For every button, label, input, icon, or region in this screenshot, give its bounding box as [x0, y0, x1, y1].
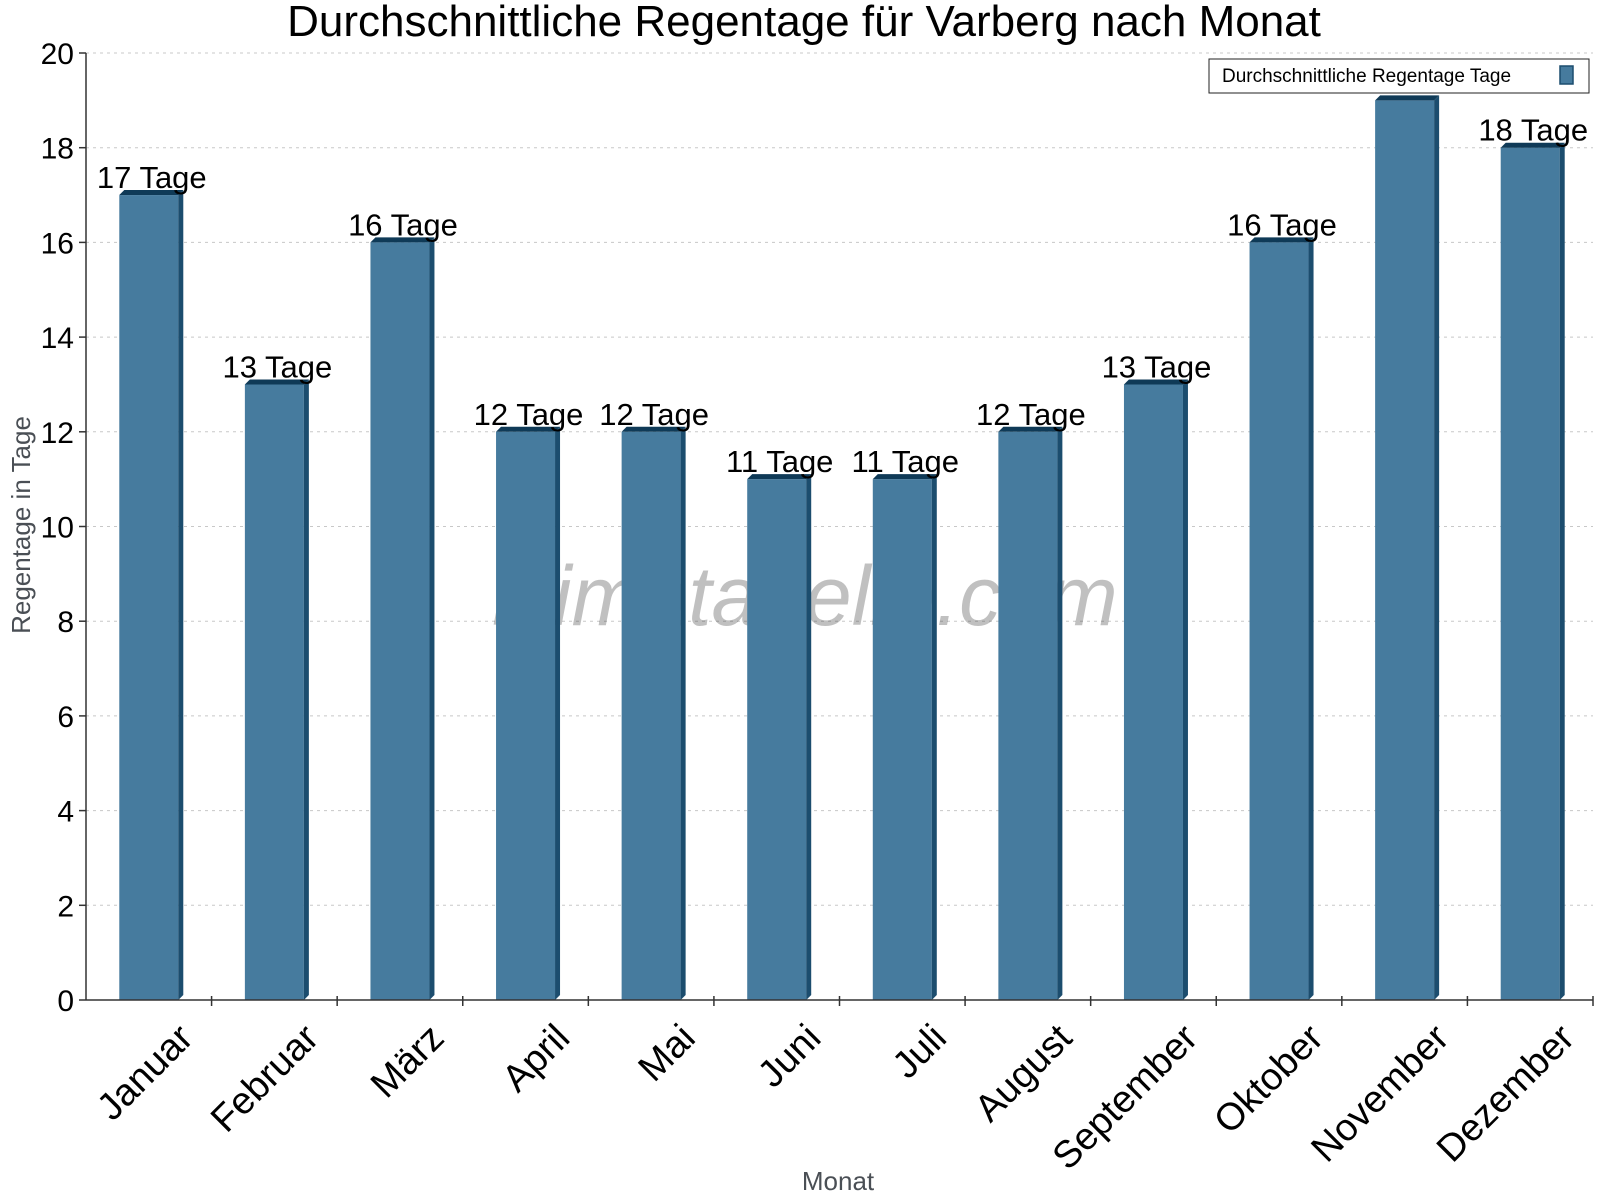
- bar-side: [680, 426, 686, 1000]
- bar-front: [621, 431, 681, 1000]
- x-tick-label: Juli: [885, 1017, 955, 1087]
- x-tick-label: März: [363, 1017, 452, 1106]
- y-tick-labels: 0 2 4 6 8 10 12 14 16 18 20: [41, 38, 74, 1018]
- bar-front: [119, 195, 179, 1001]
- bar-april: [496, 426, 561, 1000]
- y-tick-label: 16: [41, 227, 74, 260]
- bar-side: [1434, 95, 1440, 1001]
- x-tick-label: Juni: [750, 1017, 829, 1096]
- bars: [119, 95, 1565, 1001]
- data-label: 17 Tage: [97, 160, 207, 195]
- y-tick-label: 4: [57, 796, 74, 829]
- bar-side: [178, 190, 184, 1001]
- data-label: 11 Tage: [726, 444, 833, 479]
- bar-august: [998, 426, 1063, 1000]
- bar-side: [931, 474, 937, 1000]
- bar-side: [1182, 379, 1188, 1000]
- bar-front: [496, 431, 556, 1000]
- y-tick-label: 0: [57, 985, 74, 1018]
- data-label: 16 Tage: [1227, 207, 1337, 242]
- bar-top: [621, 426, 686, 432]
- x-tick-label: Mai: [631, 1017, 704, 1090]
- data-label: 12 Tage: [599, 397, 709, 432]
- bar-top: [119, 190, 184, 196]
- bar-front: [1375, 100, 1435, 1001]
- axes: [79, 52, 1594, 1006]
- bar-front: [998, 431, 1058, 1000]
- bar-front: [244, 384, 304, 1000]
- bar-side: [1559, 142, 1565, 1000]
- bar-top: [872, 474, 937, 480]
- data-label: 11 Tage: [852, 444, 959, 479]
- y-axis-label: Regentage in Tage: [6, 416, 36, 634]
- bar-januar: [119, 190, 184, 1001]
- grid: [86, 52, 1593, 906]
- bar-front: [370, 242, 430, 1000]
- bar-top: [1249, 237, 1314, 243]
- bar-februar: [244, 379, 309, 1000]
- bar-november: [1375, 95, 1440, 1001]
- x-tick-label: August: [967, 1017, 1081, 1131]
- data-label: 16 Tage: [348, 207, 458, 242]
- y-tick-label: 12: [41, 417, 74, 450]
- bar-top: [1123, 379, 1188, 385]
- bar-juni: [747, 474, 812, 1000]
- data-label: 13 Tage: [222, 349, 332, 384]
- bar-side: [429, 237, 435, 1000]
- data-label: 12 Tage: [474, 397, 584, 432]
- legend-swatch: [1559, 65, 1574, 85]
- bar-front: [1500, 147, 1560, 1000]
- x-axis-label: Monat: [802, 1166, 875, 1196]
- bar-top: [370, 237, 435, 243]
- legend: Durchschnittliche Regentage Tage: [1208, 58, 1590, 94]
- y-tick-label: 18: [41, 133, 74, 166]
- x-tick-label: Februar: [203, 1017, 327, 1141]
- bar-top: [1375, 95, 1440, 101]
- x-tick-label: Oktober: [1206, 1017, 1332, 1143]
- x-tick-label: April: [495, 1017, 578, 1100]
- bar-side: [806, 474, 812, 1000]
- y-tick-label: 14: [41, 322, 74, 355]
- bar-front: [872, 479, 932, 1000]
- bar-oktober: [1249, 237, 1314, 1000]
- bar-dezember: [1500, 142, 1565, 1000]
- data-label: 13 Tage: [1102, 349, 1212, 384]
- bar-top: [244, 379, 309, 385]
- bar-side: [303, 379, 309, 1000]
- bar-mai: [621, 426, 686, 1000]
- bar-märz: [370, 237, 435, 1000]
- bar-side: [1057, 426, 1063, 1000]
- x-tick-labels: Januar Februar März April Mai Juni Juli AugustS…: [89, 1017, 1583, 1178]
- bar-september: [1123, 379, 1188, 1000]
- y-tick-label: 20: [41, 38, 74, 71]
- bar-front: [1249, 242, 1309, 1000]
- data-labels: 17 Tage 13 Tage 16 Tage 12 Tage 12 Tage 11 Ta…: [97, 113, 1588, 479]
- y-tick-label: 8: [57, 606, 74, 639]
- chart-title: Durchschnittliche Regentage für Varberg …: [287, 0, 1321, 46]
- bar-front: [747, 479, 807, 1000]
- bar-top: [998, 426, 1063, 432]
- x-tick-label: Januar: [89, 1017, 201, 1129]
- y-tick-label: 10: [41, 512, 74, 545]
- bar-top: [747, 474, 812, 480]
- legend-box: [1208, 58, 1590, 94]
- y-tick-label: 6: [57, 701, 74, 734]
- data-label: 12 Tage: [976, 397, 1086, 432]
- bar-juli: [872, 474, 937, 1000]
- y-tick-label: 2: [57, 890, 74, 923]
- x-tick-label: Dezember: [1429, 1017, 1583, 1171]
- bar-side: [555, 426, 561, 1000]
- legend-label: Durchschnittliche Regentage Tage: [1222, 66, 1511, 87]
- data-label: 18 Tage: [1478, 113, 1588, 148]
- bar-top: [1500, 142, 1565, 148]
- bar-front: [1123, 384, 1183, 1000]
- bar-top: [496, 426, 561, 432]
- bar-side: [1308, 237, 1314, 1000]
